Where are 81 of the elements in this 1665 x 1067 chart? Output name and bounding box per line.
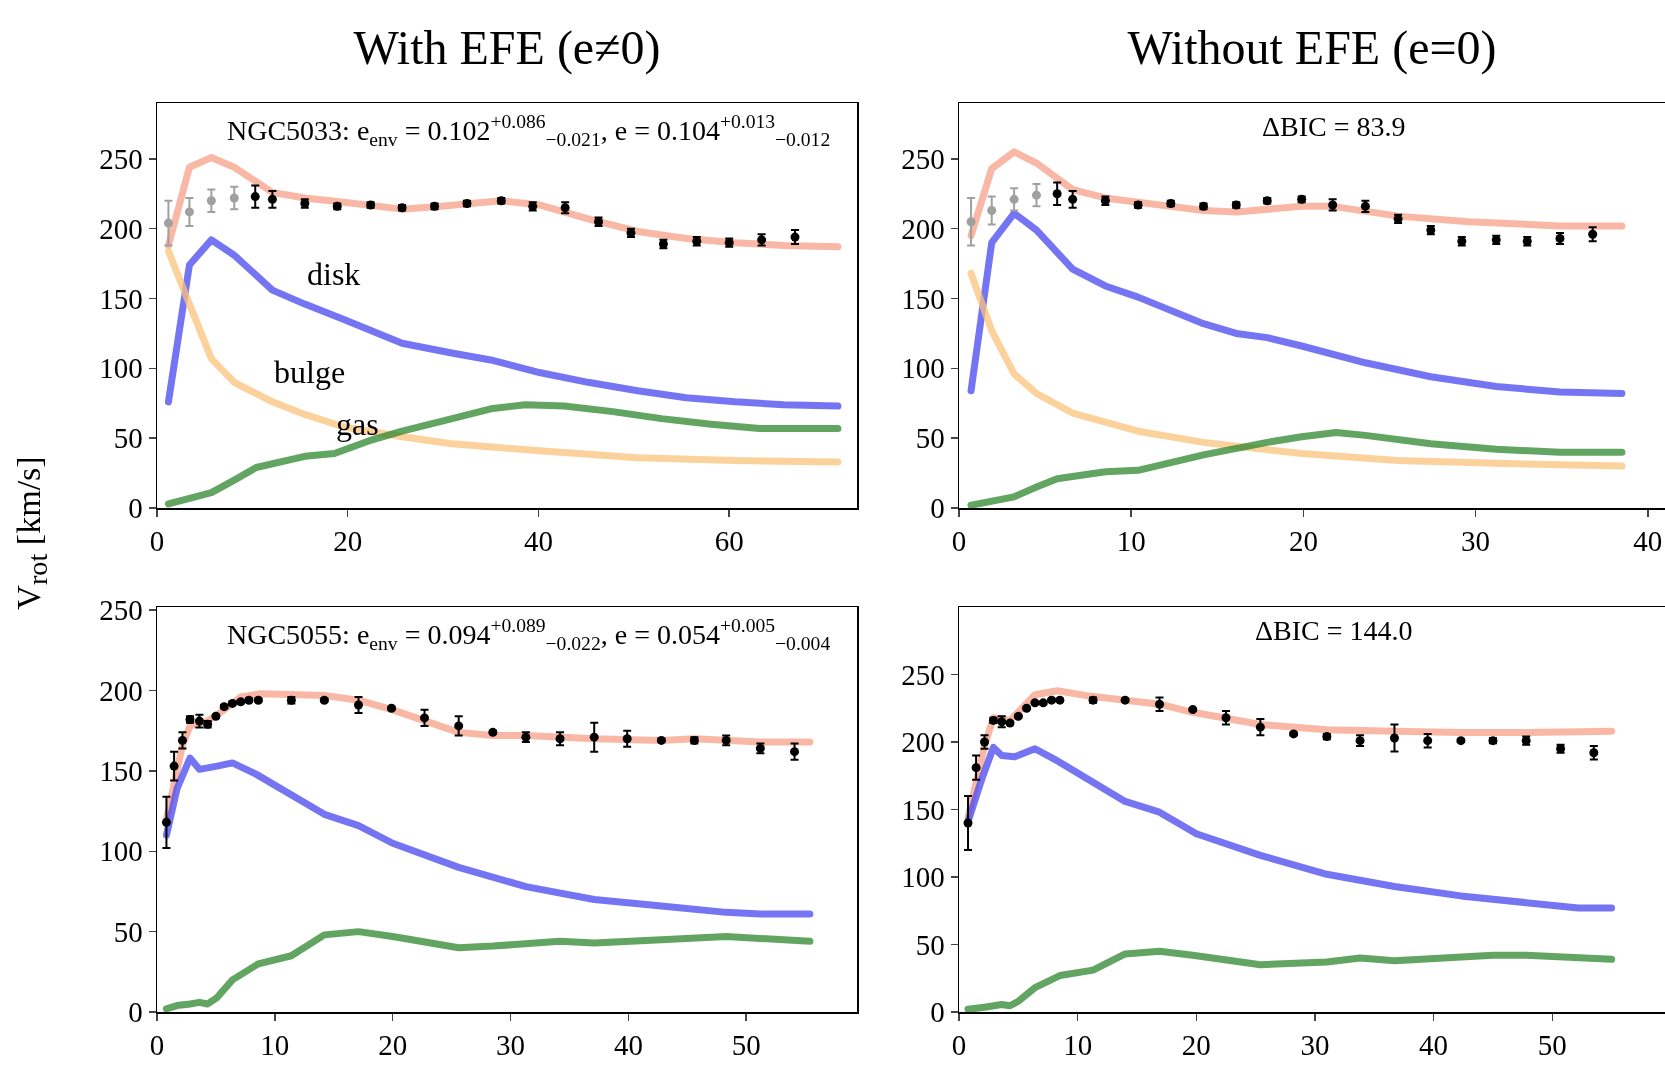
point bbox=[1423, 736, 1433, 746]
point bbox=[1052, 189, 1062, 199]
x-tick-label: 20 bbox=[378, 1029, 408, 1062]
chart-title: With EFE (e≠0) bbox=[353, 20, 661, 75]
y-tick-label: 250 bbox=[901, 658, 945, 691]
point bbox=[1389, 733, 1399, 743]
x-tick-label: 0 bbox=[149, 1029, 165, 1062]
y-tick-label: 200 bbox=[99, 212, 143, 245]
point bbox=[1221, 713, 1231, 723]
x-tick-label: 30 bbox=[496, 1029, 526, 1062]
series-label: bulge bbox=[274, 354, 346, 390]
chart-title: Without EFE (e=0) bbox=[1127, 20, 1497, 75]
series-label: disk bbox=[307, 256, 361, 292]
x-tick-label: 30 bbox=[1461, 525, 1491, 558]
point bbox=[1031, 190, 1041, 200]
point bbox=[987, 206, 997, 216]
annotation: ΔBIC = 144.0 bbox=[1255, 615, 1413, 646]
y-tick-label: 250 bbox=[99, 143, 143, 176]
annotation: ΔBIC = 83.9 bbox=[1262, 111, 1406, 142]
y-tick-label: 50 bbox=[915, 928, 945, 961]
x-tick-label: 20 bbox=[1288, 525, 1318, 558]
point bbox=[790, 747, 800, 757]
y-tick-label: 0 bbox=[930, 996, 945, 1029]
x-tick-label: 10 bbox=[1063, 1029, 1093, 1062]
series-label: gas bbox=[336, 406, 379, 442]
x-tick-label: 20 bbox=[1181, 1029, 1211, 1062]
point bbox=[229, 193, 239, 203]
point bbox=[177, 735, 187, 745]
point bbox=[1068, 194, 1078, 204]
point bbox=[161, 817, 171, 827]
x-tick-label: 20 bbox=[333, 525, 363, 558]
x-tick-label: 40 bbox=[1633, 525, 1663, 558]
x-tick-label: 10 bbox=[1116, 525, 1146, 558]
x-tick-label: 50 bbox=[1537, 1029, 1567, 1062]
x-tick-label: 50 bbox=[731, 1029, 761, 1062]
y-tick-label: 200 bbox=[99, 674, 143, 707]
x-tick-label: 10 bbox=[260, 1029, 290, 1062]
y-tick-label: 0 bbox=[128, 996, 143, 1029]
point bbox=[790, 232, 800, 242]
y-tick-label: 200 bbox=[901, 212, 945, 245]
y-tick-label: 150 bbox=[99, 755, 143, 788]
point bbox=[589, 732, 599, 742]
point bbox=[250, 192, 260, 202]
point bbox=[169, 761, 179, 771]
y-tick-label: 100 bbox=[99, 352, 143, 385]
point bbox=[1588, 229, 1598, 239]
y-tick-label: 250 bbox=[901, 143, 945, 176]
x-tick-label: 0 bbox=[951, 525, 967, 558]
y-tick-label: 150 bbox=[99, 282, 143, 315]
point bbox=[184, 207, 194, 217]
y-tick-label: 50 bbox=[915, 422, 945, 455]
point bbox=[354, 700, 364, 710]
y-tick-label: 250 bbox=[99, 594, 143, 627]
y-tick-label: 100 bbox=[99, 835, 143, 868]
x-tick-label: 40 bbox=[613, 1029, 643, 1062]
x-tick-label: 40 bbox=[1419, 1029, 1449, 1062]
point bbox=[963, 818, 973, 828]
point bbox=[966, 217, 976, 227]
x-tick-label: 40 bbox=[523, 525, 553, 558]
y-tick-label: 150 bbox=[901, 793, 945, 826]
y-tick-label: 100 bbox=[901, 861, 945, 894]
point bbox=[267, 194, 277, 204]
x-tick-label: 0 bbox=[149, 525, 165, 558]
y-tick-label: 50 bbox=[113, 422, 143, 455]
point bbox=[1255, 722, 1265, 732]
point bbox=[163, 218, 173, 228]
x-tick-label: 0 bbox=[951, 1029, 967, 1062]
point bbox=[1009, 194, 1019, 204]
point bbox=[206, 196, 216, 206]
y-tick-label: 0 bbox=[930, 492, 945, 525]
y-tick-label: 200 bbox=[901, 726, 945, 759]
y-tick-label: 0 bbox=[128, 492, 143, 525]
point bbox=[420, 713, 430, 723]
y-tick-label: 50 bbox=[113, 915, 143, 948]
point bbox=[622, 734, 632, 744]
y-tick-label: 150 bbox=[901, 282, 945, 315]
x-tick-label: 30 bbox=[1300, 1029, 1330, 1062]
y-tick-label: 100 bbox=[901, 352, 945, 385]
point bbox=[971, 763, 981, 773]
x-tick-label: 60 bbox=[714, 525, 744, 558]
point bbox=[454, 721, 464, 731]
